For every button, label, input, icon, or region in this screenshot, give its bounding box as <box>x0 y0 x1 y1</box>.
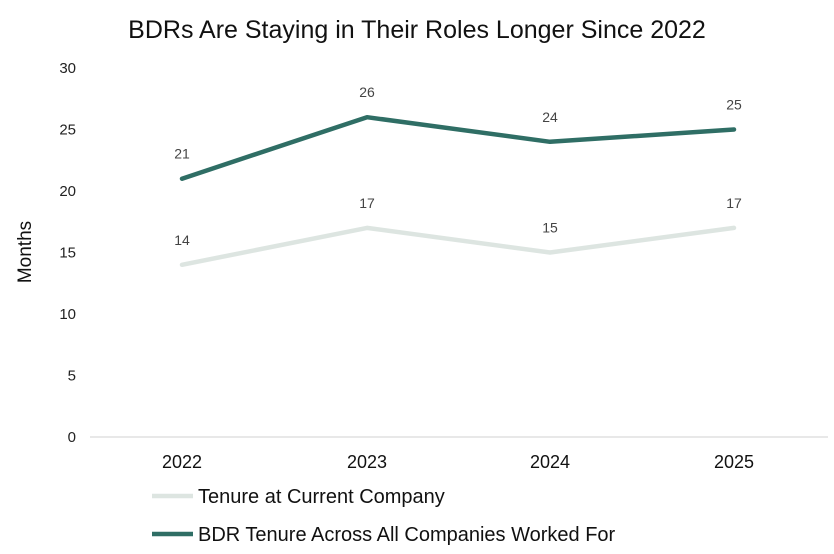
legend-label-2: BDR Tenure Across All Companies Worked F… <box>198 524 616 546</box>
data-label: 17 <box>359 195 375 211</box>
series-line-2 <box>179 114 737 181</box>
y-tick-label: 10 <box>59 306 76 323</box>
series-line-1 <box>179 225 737 268</box>
y-tick-label: 0 <box>68 429 76 446</box>
data-label: 21 <box>174 146 190 162</box>
x-tick-label: 2024 <box>530 452 570 472</box>
y-tick-label: 30 <box>59 60 76 77</box>
x-tick-label: 2025 <box>714 452 754 472</box>
x-tick-label: 2023 <box>347 452 387 472</box>
data-label: 14 <box>174 232 190 248</box>
data-labels: 14 17 15 17 21 26 24 25 <box>174 84 742 248</box>
legend: Tenure at Current Company BDR Tenure Acro… <box>152 486 616 546</box>
data-label: 15 <box>542 220 558 236</box>
y-tick-label: 25 <box>59 122 76 139</box>
data-label: 17 <box>726 195 742 211</box>
data-label: 25 <box>726 97 742 113</box>
y-tick-label: 5 <box>68 368 76 385</box>
data-label: 26 <box>359 84 375 100</box>
y-axis-ticks: 0 5 10 15 20 25 30 <box>59 60 76 446</box>
legend-label-1: Tenure at Current Company <box>198 486 445 508</box>
y-axis-label: Months <box>15 221 36 283</box>
chart-title: BDRs Are Staying in Their Roles Longer S… <box>128 16 706 44</box>
x-axis-ticks: 2022 2023 2024 2025 <box>162 452 754 472</box>
data-label: 24 <box>542 109 558 125</box>
y-tick-label: 15 <box>59 245 76 262</box>
series-lines <box>179 114 737 268</box>
x-tick-label: 2022 <box>162 452 202 472</box>
y-tick-label: 20 <box>59 183 76 200</box>
